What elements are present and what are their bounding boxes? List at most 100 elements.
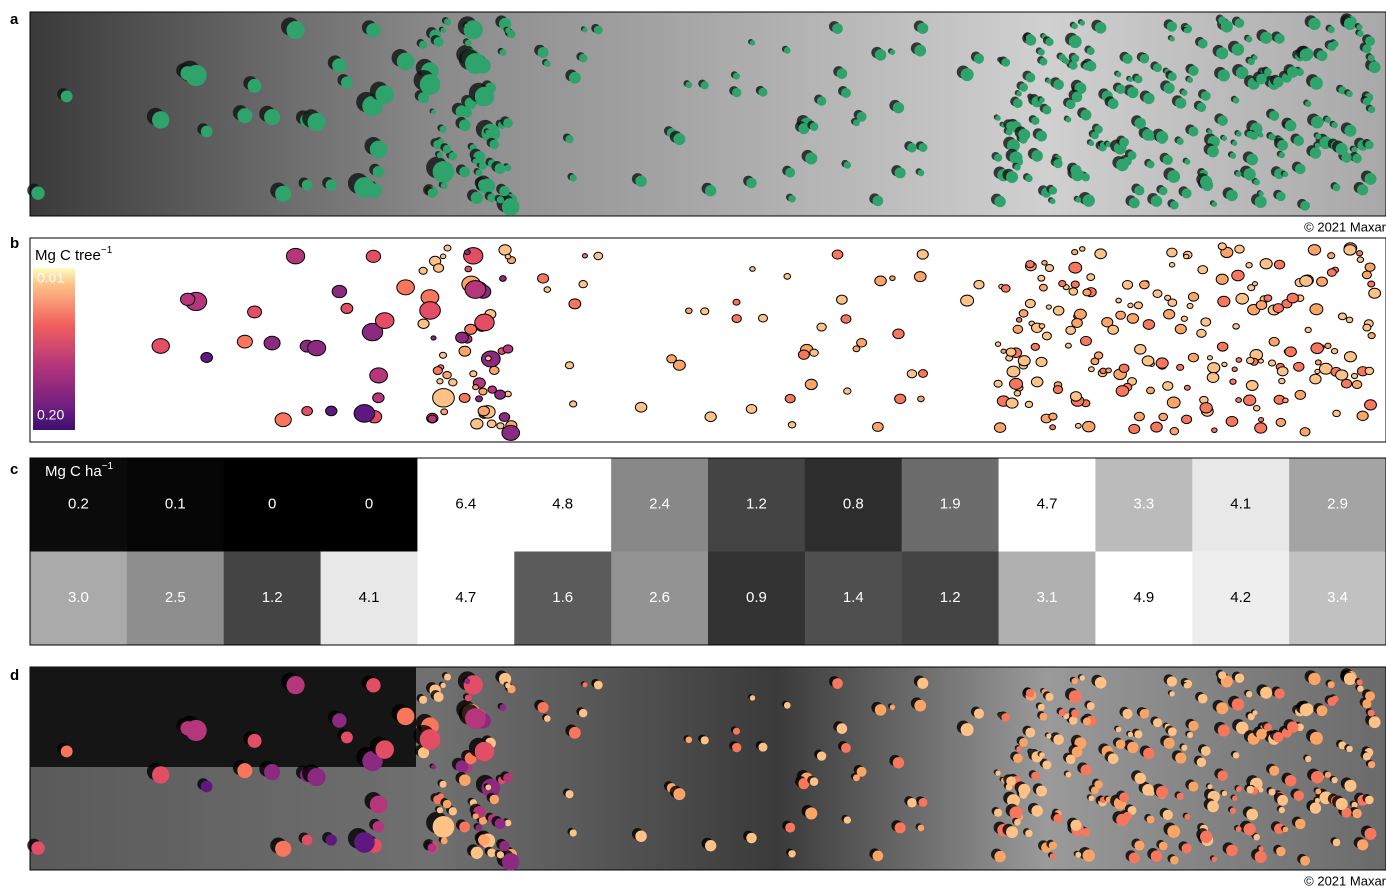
tree-polygon (973, 279, 985, 290)
tree-polygon (732, 298, 741, 306)
tree-crown (1016, 91, 1022, 97)
tree-crown (1260, 31, 1273, 44)
tree-polygon (1217, 242, 1227, 251)
tree-polygon (1187, 292, 1200, 302)
tree-polygon (1169, 427, 1180, 436)
cell-value: 0.1 (165, 496, 186, 513)
cell-value: 1.2 (746, 496, 767, 513)
cell-value: 0.2 (68, 496, 89, 513)
tree-polygon (496, 422, 505, 430)
tree-crown (892, 757, 905, 769)
dark-cells (30, 667, 416, 767)
tree-polygon (1146, 386, 1155, 395)
tree-polygon (1024, 400, 1034, 409)
tree-crown (1221, 135, 1228, 142)
tree-crown (1184, 813, 1191, 820)
tree-crown (1229, 807, 1237, 814)
cell-value: 0.9 (746, 589, 767, 606)
tree-polygon (1152, 289, 1163, 299)
grid-unit: Mg C ha−1 (45, 461, 114, 480)
tree-crown (1107, 98, 1119, 110)
tree-crown (907, 143, 917, 153)
tree-crown (1031, 116, 1040, 126)
tree-crown (301, 834, 313, 846)
tree-crown (1142, 129, 1154, 141)
tree-polygon (1012, 324, 1024, 334)
tree-polygon (913, 271, 927, 283)
tree-crown (501, 853, 520, 871)
tree-crown (1327, 26, 1335, 34)
tree-polygon (1314, 359, 1322, 366)
tree-polygon (498, 244, 512, 256)
tree-crown (1134, 730, 1143, 739)
tree-polygon (685, 307, 693, 315)
tree-crown (419, 695, 428, 704)
tree-crown (1036, 130, 1048, 142)
tree-polygon (433, 263, 445, 273)
tree-crown (892, 102, 905, 114)
tree-crown (1344, 124, 1357, 137)
tree-polygon (1038, 283, 1048, 292)
tree-crown (973, 708, 985, 719)
tree-crown (1207, 145, 1219, 158)
tree-crown (362, 750, 383, 772)
tree-polygon (1164, 294, 1172, 301)
tree-crown (917, 169, 925, 177)
tree-crown (464, 678, 471, 685)
tree-crown (1346, 90, 1353, 98)
cell-value: 4.7 (455, 589, 476, 606)
tree-crown (496, 851, 505, 859)
tree-crown (1282, 826, 1289, 833)
tree-crown (832, 23, 843, 34)
tree-polygon (843, 387, 852, 395)
tree-polygon (1030, 342, 1040, 351)
tree-polygon (1337, 312, 1347, 321)
tree-crown (1218, 16, 1227, 25)
tree-polygon (634, 401, 648, 413)
tree-polygon (1245, 261, 1253, 269)
tree-crown (307, 767, 326, 787)
tree-polygon (872, 421, 884, 432)
tree-crown (1314, 797, 1320, 804)
tree-crown (1082, 717, 1092, 726)
tree-crown (152, 111, 170, 129)
tree-polygon (1235, 397, 1243, 404)
tree-crown (1316, 50, 1328, 62)
grid-cell (320, 551, 418, 646)
tree-crown (700, 81, 709, 90)
tree-crown (419, 74, 441, 95)
tree-crown (1150, 850, 1163, 862)
tree-polygon (1070, 280, 1080, 289)
tree-crown (1308, 672, 1321, 686)
cell-value: 6.4 (455, 496, 476, 513)
tree-crown (1039, 97, 1045, 103)
tree-crown (275, 185, 292, 202)
tree-crown (1039, 712, 1048, 721)
tree-crown (1187, 76, 1194, 83)
tree-crown (914, 44, 927, 57)
grid-cell (223, 551, 322, 646)
tree-polygon (804, 378, 818, 391)
tree-map (29, 237, 1386, 443)
tree-polygon (301, 405, 313, 417)
tree-polygon (1000, 284, 1011, 293)
tree-polygon (436, 378, 444, 385)
tree-polygon (1082, 420, 1096, 433)
tree-polygon (666, 354, 677, 364)
tree-crown (1058, 53, 1066, 62)
tree-polygon (1071, 317, 1083, 328)
tree-polygon (892, 328, 905, 340)
tree-crown (1079, 675, 1086, 681)
tree-crown (1332, 838, 1341, 847)
tree-crown (816, 751, 827, 761)
tree-crown (1196, 757, 1207, 768)
cell-value: 3.0 (68, 589, 89, 606)
tree-crown (1211, 856, 1218, 862)
tree-crown (1134, 840, 1145, 851)
tree-crown (1065, 771, 1072, 778)
tree-crown (433, 139, 443, 150)
tree-crown (369, 795, 388, 814)
tree-crown (1207, 800, 1219, 813)
tree-crown (1232, 752, 1240, 759)
tree-crown (1071, 677, 1078, 685)
